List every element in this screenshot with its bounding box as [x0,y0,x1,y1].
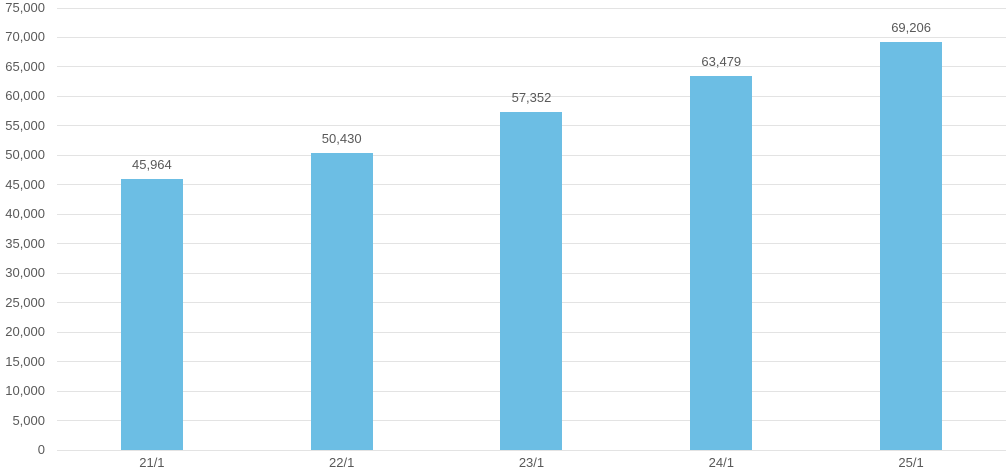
y-axis-tick-label: 15,000 [5,353,45,369]
bar-value-label: 45,964 [132,157,172,173]
bar-slot: 50,430 [247,8,437,450]
x-axis-tick-label: 21/1 [139,455,165,470]
y-axis-tick-label: 60,000 [5,88,45,104]
x-axis: 21/1 22/1 23/1 24/1 25/1 [57,455,1006,471]
y-axis-tick-label: 50,000 [5,147,45,163]
bar [120,179,183,450]
x-axis-tick-label: 22/1 [329,455,355,470]
bar [880,42,943,450]
y-axis-tick-label: 40,000 [5,206,45,222]
y-axis-tick-label: 20,000 [5,324,45,340]
gridline [57,36,1006,38]
gridline [57,95,1006,97]
bar [310,152,373,450]
bar-slot: 57,352 [437,8,627,450]
bar-value-label: 63,479 [701,53,742,69]
y-axis-tick-label: 10,000 [5,383,45,399]
y-axis-tick-label: 30,000 [5,265,45,281]
plot-area: 45,964 50,430 57,352 63,479 69,206 [57,8,1006,450]
gridline [57,449,1006,451]
bar-value-label: 50,430 [321,130,362,146]
bar [500,112,563,450]
y-axis-tick-label: 75,000 [5,0,45,15]
x-axis-tick-label: 25/1 [898,455,924,470]
y-axis-tick-label: 70,000 [5,29,45,45]
y-axis-tick-label: 65,000 [5,58,45,74]
y-axis-tick-label: 35,000 [5,235,45,251]
gridline [57,66,1006,68]
bar-slot: 63,479 [626,8,816,450]
y-axis-tick-label: 5,000 [12,412,45,428]
y-axis-tick-label: 45,000 [5,176,45,192]
x-axis-tick-label: 24/1 [708,455,734,470]
bar-value-label: 69,206 [891,20,931,36]
y-axis-tick-label: 0 [37,442,45,457]
bar-slot: 45,964 [57,8,247,450]
bar-value-label: 57,352 [511,90,552,106]
y-axis-tick-label: 25,000 [5,294,45,310]
gridline [57,7,1006,9]
x-axis-tick-label: 23/1 [518,455,545,470]
bar-slot: 69,206 [816,8,1006,450]
bar [690,75,753,450]
y-axis-tick-label: 55,000 [5,117,45,133]
